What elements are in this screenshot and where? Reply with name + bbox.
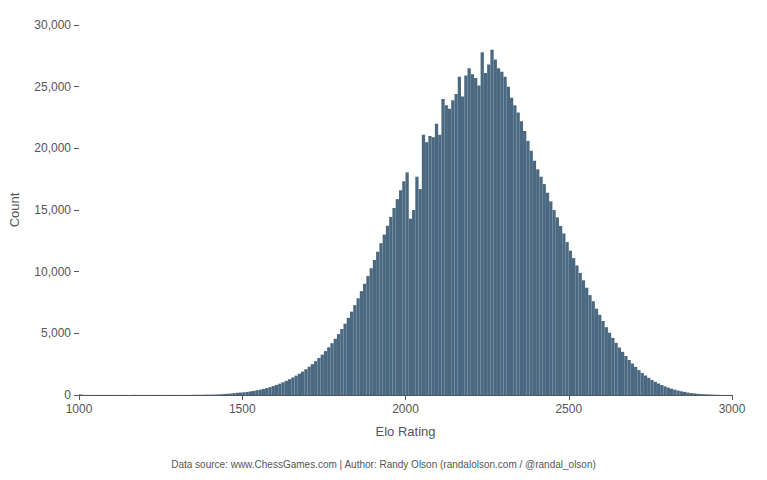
- svg-text:1000: 1000: [66, 402, 93, 416]
- svg-text:5,000: 5,000: [41, 326, 71, 340]
- svg-text:25,000: 25,000: [34, 80, 71, 94]
- svg-text:10,000: 10,000: [34, 265, 71, 279]
- svg-text:0: 0: [64, 388, 71, 402]
- svg-text:2500: 2500: [555, 402, 582, 416]
- svg-text:Data source: www.ChessGames.co: Data source: www.ChessGames.com | Author…: [171, 459, 596, 470]
- svg-text:30,000: 30,000: [34, 18, 71, 32]
- svg-text:20,000: 20,000: [34, 141, 71, 155]
- svg-text:Count: Count: [7, 192, 22, 227]
- svg-text:2000: 2000: [392, 402, 419, 416]
- svg-text:15,000: 15,000: [34, 203, 71, 217]
- svg-text:1500: 1500: [229, 402, 256, 416]
- svg-text:Elo Rating: Elo Rating: [376, 424, 436, 439]
- svg-text:3000: 3000: [719, 402, 746, 416]
